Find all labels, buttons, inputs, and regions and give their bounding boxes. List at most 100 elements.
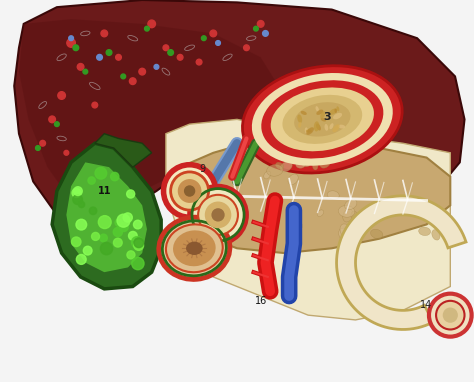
Circle shape	[205, 202, 231, 228]
Ellipse shape	[320, 160, 330, 168]
Ellipse shape	[337, 106, 339, 111]
Ellipse shape	[419, 227, 430, 236]
Ellipse shape	[338, 228, 353, 243]
Ellipse shape	[306, 127, 314, 135]
Ellipse shape	[328, 191, 339, 199]
Circle shape	[113, 227, 122, 237]
Ellipse shape	[371, 229, 383, 239]
Circle shape	[91, 232, 100, 240]
Circle shape	[121, 74, 126, 79]
Circle shape	[196, 59, 202, 65]
Ellipse shape	[316, 106, 319, 112]
Circle shape	[134, 238, 144, 248]
Circle shape	[119, 223, 128, 231]
Circle shape	[116, 55, 121, 60]
Ellipse shape	[159, 217, 230, 279]
Ellipse shape	[320, 118, 326, 121]
Text: 14: 14	[419, 300, 432, 310]
Ellipse shape	[280, 161, 292, 172]
Ellipse shape	[166, 224, 223, 272]
Polygon shape	[14, 0, 465, 225]
Circle shape	[198, 195, 238, 235]
Circle shape	[67, 39, 75, 47]
Ellipse shape	[261, 80, 383, 159]
Ellipse shape	[297, 115, 302, 123]
Ellipse shape	[266, 217, 279, 230]
Circle shape	[127, 190, 135, 198]
Circle shape	[76, 254, 86, 264]
Circle shape	[58, 92, 65, 99]
Circle shape	[178, 179, 201, 203]
Ellipse shape	[338, 206, 355, 217]
Ellipse shape	[340, 224, 352, 239]
Ellipse shape	[210, 210, 221, 224]
Ellipse shape	[316, 110, 323, 115]
Ellipse shape	[343, 209, 353, 222]
Polygon shape	[166, 120, 450, 320]
Circle shape	[76, 219, 87, 230]
Ellipse shape	[292, 221, 302, 229]
Polygon shape	[66, 162, 147, 272]
Ellipse shape	[333, 113, 342, 119]
Ellipse shape	[275, 162, 284, 169]
Ellipse shape	[305, 128, 308, 134]
Text: 3: 3	[323, 112, 331, 122]
Ellipse shape	[314, 121, 319, 131]
Circle shape	[64, 151, 69, 155]
Circle shape	[49, 116, 55, 123]
Circle shape	[40, 140, 46, 146]
Circle shape	[132, 257, 144, 270]
Ellipse shape	[186, 242, 202, 255]
Circle shape	[134, 240, 144, 250]
Circle shape	[164, 165, 216, 217]
Circle shape	[100, 234, 107, 242]
Circle shape	[254, 26, 258, 31]
Circle shape	[129, 78, 136, 84]
Polygon shape	[19, 19, 284, 215]
Ellipse shape	[271, 87, 374, 151]
Circle shape	[128, 231, 137, 240]
Ellipse shape	[283, 95, 362, 144]
Ellipse shape	[329, 108, 337, 115]
Circle shape	[123, 213, 132, 222]
Circle shape	[201, 36, 206, 40]
Circle shape	[177, 55, 183, 60]
Ellipse shape	[432, 230, 440, 240]
Ellipse shape	[316, 123, 321, 131]
Circle shape	[134, 220, 142, 229]
Ellipse shape	[345, 199, 357, 210]
Ellipse shape	[264, 171, 271, 179]
Ellipse shape	[317, 210, 324, 217]
Circle shape	[211, 208, 225, 222]
Ellipse shape	[325, 124, 328, 131]
Circle shape	[77, 63, 84, 70]
Circle shape	[145, 26, 149, 31]
Circle shape	[36, 146, 40, 151]
Ellipse shape	[329, 123, 334, 129]
Ellipse shape	[306, 129, 312, 133]
Circle shape	[115, 219, 122, 227]
Ellipse shape	[394, 199, 410, 210]
Circle shape	[79, 201, 85, 208]
Circle shape	[100, 242, 113, 255]
Circle shape	[72, 237, 81, 246]
Circle shape	[95, 167, 107, 179]
Text: 11: 11	[98, 186, 111, 196]
Circle shape	[154, 65, 159, 69]
Ellipse shape	[312, 162, 318, 170]
Ellipse shape	[351, 211, 358, 221]
Circle shape	[117, 214, 130, 227]
Circle shape	[263, 31, 268, 36]
Circle shape	[216, 40, 220, 45]
Circle shape	[429, 294, 472, 337]
Circle shape	[127, 251, 135, 259]
Polygon shape	[95, 134, 152, 167]
Circle shape	[88, 177, 95, 184]
Circle shape	[131, 236, 143, 248]
Circle shape	[148, 20, 155, 28]
Circle shape	[210, 30, 217, 37]
Ellipse shape	[338, 125, 345, 128]
Polygon shape	[52, 143, 161, 289]
Ellipse shape	[332, 124, 340, 132]
Circle shape	[139, 68, 146, 75]
